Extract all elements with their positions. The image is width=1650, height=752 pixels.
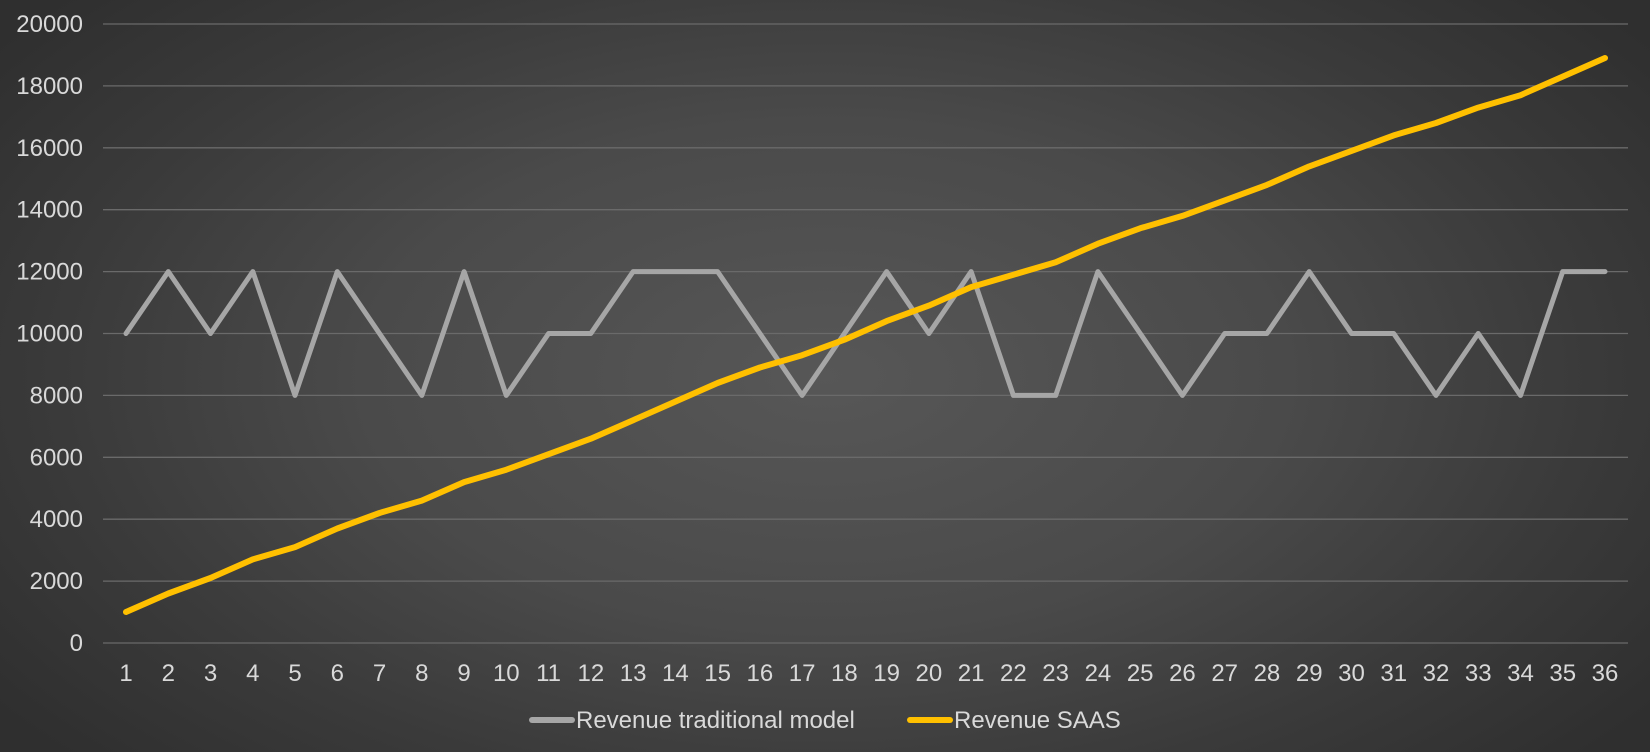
x-tick-label: 16	[747, 660, 774, 687]
x-tick-label: 4	[246, 660, 259, 687]
x-tick-label: 24	[1085, 660, 1112, 687]
x-tick-label: 5	[288, 660, 301, 687]
x-tick-label: 21	[958, 660, 985, 687]
y-tick-label: 12000	[16, 259, 83, 286]
x-tick-label: 30	[1338, 660, 1365, 687]
x-tick-label: 28	[1254, 660, 1281, 687]
series-line-revenue-traditional-model	[123, 269, 1608, 398]
x-tick-label: 35	[1549, 660, 1576, 687]
x-tick-label: 32	[1423, 660, 1450, 687]
y-tick-label: 6000	[30, 444, 83, 471]
x-axis-tick-labels: 1 2 3 4 5 6 7 8 9 10 11 12 13 14 15 16 17 18 19 20 21 22 23 24 2…	[119, 660, 1618, 687]
y-tick-label: 20000	[16, 11, 83, 38]
x-tick-label: 22	[1000, 660, 1027, 687]
x-tick-label: 3	[204, 660, 217, 687]
x-tick-label: 29	[1296, 660, 1323, 687]
x-tick-label: 34	[1507, 660, 1534, 687]
x-tick-label: 9	[457, 660, 470, 687]
y-tick-label: 0	[70, 630, 83, 657]
x-tick-label: 36	[1592, 660, 1619, 687]
y-tick-label: 8000	[30, 382, 83, 409]
y-axis-tick-labels: 0 2000 4000 6000 8000 10000 12000 14000 16000 180…	[16, 11, 83, 657]
legend-item-revenue-saas: Revenue SAAS	[907, 707, 1121, 734]
y-tick-label: 10000	[16, 321, 83, 348]
legend-item-revenue-traditional-model: Revenue traditional model	[529, 707, 855, 734]
x-tick-label: 15	[704, 660, 731, 687]
x-tick-label: 17	[789, 660, 816, 687]
series-line-revenue-saas	[123, 55, 1608, 615]
x-tick-label: 20	[916, 660, 943, 687]
y-tick-label: 18000	[16, 73, 83, 100]
y-tick-label: 4000	[30, 506, 83, 533]
legend-label: Revenue SAAS	[954, 707, 1121, 734]
x-tick-label: 12	[577, 660, 604, 687]
x-tick-label: 14	[662, 660, 689, 687]
x-tick-label: 1	[119, 660, 132, 687]
legend-label: Revenue traditional model	[576, 707, 855, 734]
y-tick-label: 2000	[30, 568, 83, 595]
y-tick-label: 16000	[16, 135, 83, 162]
x-tick-label: 25	[1127, 660, 1154, 687]
x-tick-label: 18	[831, 660, 858, 687]
y-tick-label: 14000	[16, 197, 83, 224]
x-tick-label: 33	[1465, 660, 1492, 687]
x-tick-label: 10	[493, 660, 520, 687]
x-tick-label: 27	[1211, 660, 1238, 687]
x-tick-label: 26	[1169, 660, 1196, 687]
legend: Revenue traditional model Revenue SAAS	[529, 707, 1121, 734]
x-tick-label: 6	[331, 660, 344, 687]
x-tick-label: 11	[536, 660, 561, 687]
x-tick-label: 7	[373, 660, 386, 687]
x-tick-label: 13	[620, 660, 647, 687]
x-tick-label: 31	[1380, 660, 1407, 687]
x-tick-label: 2	[162, 660, 175, 687]
x-tick-label: 23	[1042, 660, 1069, 687]
series-lines	[123, 55, 1608, 615]
x-tick-label: 19	[873, 660, 900, 687]
x-tick-label: 8	[415, 660, 428, 687]
